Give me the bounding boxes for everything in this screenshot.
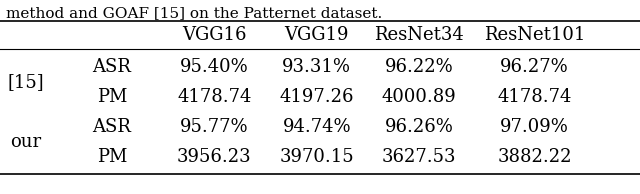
Text: our: our <box>10 133 41 151</box>
Text: VGG19: VGG19 <box>285 26 349 44</box>
Text: 3627.53: 3627.53 <box>382 148 456 166</box>
Text: 4178.74: 4178.74 <box>497 88 572 106</box>
Text: ASR: ASR <box>93 118 131 136</box>
Text: 93.31%: 93.31% <box>282 58 351 75</box>
Text: [15]: [15] <box>7 73 44 91</box>
Text: 95.40%: 95.40% <box>180 58 249 75</box>
Text: ResNet34: ResNet34 <box>374 26 464 44</box>
Text: ResNet101: ResNet101 <box>484 26 585 44</box>
Text: PM: PM <box>97 88 127 106</box>
Text: 3970.15: 3970.15 <box>280 148 354 166</box>
Text: 3956.23: 3956.23 <box>177 148 252 166</box>
Text: 3882.22: 3882.22 <box>497 148 572 166</box>
Text: 95.77%: 95.77% <box>180 118 249 136</box>
Text: PM: PM <box>97 148 127 166</box>
Text: 4197.26: 4197.26 <box>280 88 354 106</box>
Text: 4178.74: 4178.74 <box>177 88 252 106</box>
Text: ASR: ASR <box>93 58 131 75</box>
Text: 96.27%: 96.27% <box>500 58 569 75</box>
Text: 94.74%: 94.74% <box>282 118 351 136</box>
Text: method and GOAF [15] on the Patternet dataset.: method and GOAF [15] on the Patternet da… <box>6 6 383 20</box>
Text: 96.22%: 96.22% <box>385 58 454 75</box>
Text: 97.09%: 97.09% <box>500 118 569 136</box>
Text: 96.26%: 96.26% <box>385 118 454 136</box>
Text: VGG16: VGG16 <box>182 26 246 44</box>
Text: 4000.89: 4000.89 <box>382 88 456 106</box>
